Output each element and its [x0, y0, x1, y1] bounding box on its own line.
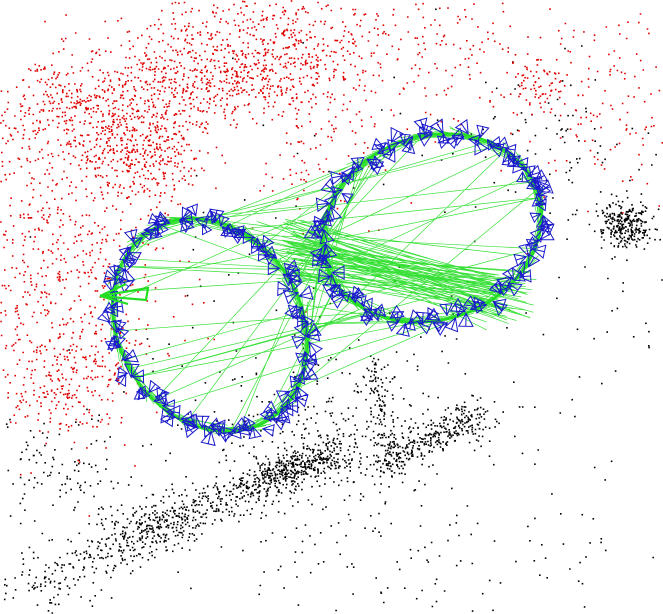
keyframe-frustums	[96, 117, 555, 447]
local-point-cloud	[0, 0, 663, 517]
local-map-points	[0, 0, 663, 517]
current-camera-frustum	[99, 283, 150, 306]
keyframe-trajectory	[96, 117, 555, 447]
current-camera-icon	[99, 283, 150, 306]
